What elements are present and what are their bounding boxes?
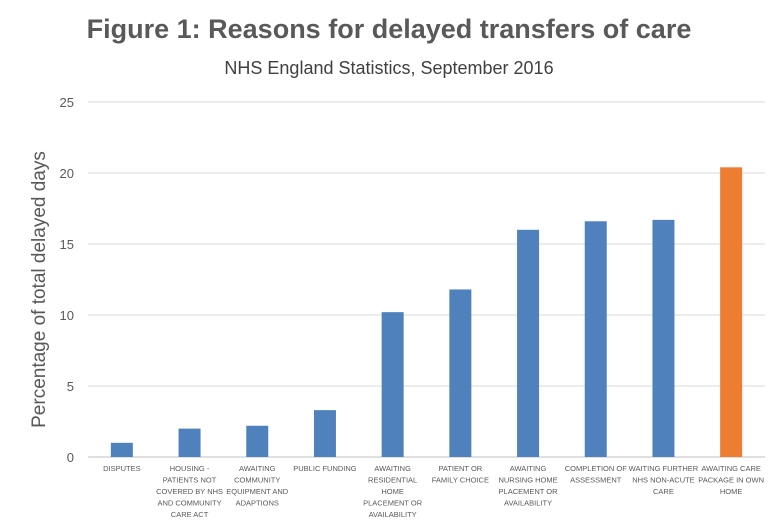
x-tick-label: AWAITING CARE PACKAGE IN OWN HOME <box>698 464 764 496</box>
y-tick-label: 0 <box>67 450 74 465</box>
x-tick-label: HOUSING -PATIENTS NOT COVERED BY NHS AND C… <box>156 464 223 519</box>
y-tick-label: 25 <box>60 95 74 110</box>
bar <box>110 442 133 457</box>
bar <box>246 425 269 457</box>
bar <box>381 312 404 457</box>
bar <box>720 167 743 457</box>
y-axis-label: Percentage of total delayed days <box>29 151 50 428</box>
x-tick-label: AWAITING RESIDENTIAL HOME PLACEMENT OR AVAIL… <box>363 464 423 519</box>
y-tick-label: 15 <box>60 237 74 252</box>
y-tick-label: 10 <box>60 308 74 323</box>
bar <box>178 428 201 457</box>
chart-subtitle: NHS England Statistics, September 2016 <box>224 58 554 78</box>
x-tick-label: PUBLIC FUNDING <box>293 464 357 473</box>
bar <box>313 410 336 457</box>
y-tick-label: 5 <box>67 379 74 394</box>
bar <box>584 221 607 457</box>
x-tick-label: COMPLETION OF ASSESSMENT <box>565 464 628 485</box>
x-tick-label: AWAITING NURSING HOME PLACEMENT OR AVAILABI… <box>498 464 558 508</box>
x-tick-label: DISPUTES <box>103 464 141 473</box>
x-tick-label: PATIENT OR FAMILY CHOICE <box>432 464 489 485</box>
y-tick-label: 20 <box>60 166 74 181</box>
bar <box>449 289 472 457</box>
x-tick-label: AWAITING COMMUNITY EQUIPMENT AND ADAPTIONS <box>226 464 289 508</box>
x-tick-label: WAITING FURTHER NHS NON-ACUTE CARE <box>629 464 699 496</box>
bar <box>652 219 675 457</box>
bar <box>517 229 540 457</box>
chart-title: Figure 1: Reasons for delayed transfers … <box>86 14 692 44</box>
